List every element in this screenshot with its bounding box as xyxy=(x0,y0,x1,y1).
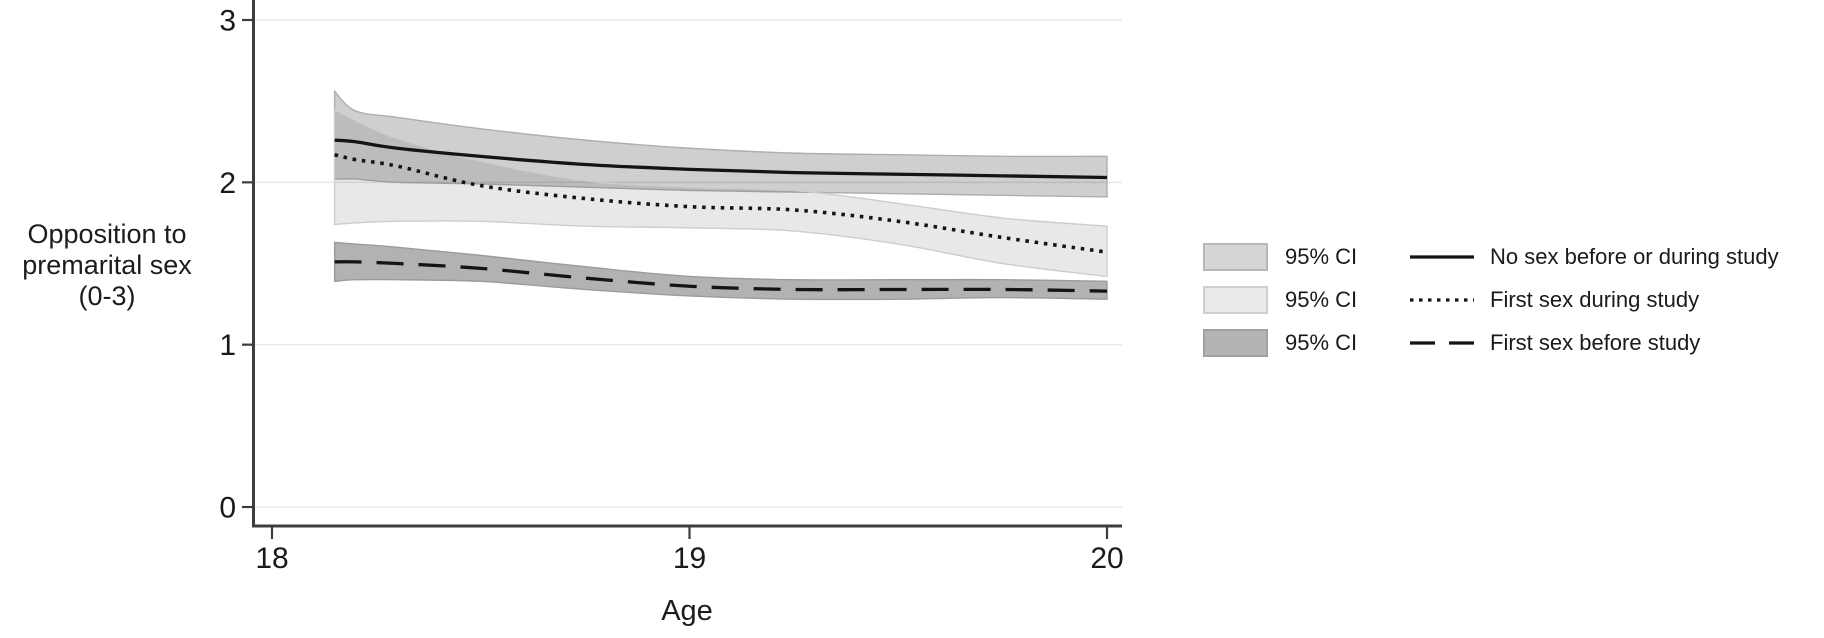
ci-label: 95% CI xyxy=(1285,330,1358,355)
y-axis-title-line: (0-3) xyxy=(78,281,136,311)
y-tick-label: 0 xyxy=(219,492,236,525)
ci-label: 95% CI xyxy=(1285,244,1358,269)
legend-series-label: First sex during study xyxy=(1490,287,1700,312)
y-tick-label: 1 xyxy=(219,329,236,362)
legend-row: 95% CI First sex before study xyxy=(1203,329,1779,357)
legend: 95% CI No sex before or during study 95%… xyxy=(1203,243,1779,372)
legend-row: 95% CI No sex before or during study xyxy=(1203,243,1779,271)
y-axis-title-line: Opposition to xyxy=(27,219,187,249)
legend-line-sample xyxy=(1410,298,1474,302)
legend-series-label: No sex before or during study xyxy=(1490,244,1779,269)
ci-band-swatch xyxy=(1203,243,1268,271)
ci-band xyxy=(333,241,1108,301)
legend-row: 95% CI First sex during study xyxy=(1203,286,1779,314)
series-line xyxy=(334,138,1108,180)
series-line xyxy=(334,152,1108,254)
ci-label: 95% CI xyxy=(1285,287,1358,312)
ci-band-swatch xyxy=(1203,286,1268,314)
y-axis-title-line: premarital sex xyxy=(22,250,192,280)
legend-line-sample xyxy=(1410,255,1474,259)
ci-band xyxy=(333,108,1108,278)
y-axis-title: Opposition to premarital sex (0-3) xyxy=(0,219,214,312)
y-tick-label: 2 xyxy=(219,167,236,200)
y-tick-label: 3 xyxy=(219,5,236,38)
x-axis-title: Age xyxy=(661,595,713,627)
ci-band-swatch xyxy=(1203,329,1268,357)
legend-series-label: First sex before study xyxy=(1490,330,1701,355)
legend-line-sample xyxy=(1410,341,1474,345)
x-tick-label: 20 xyxy=(1090,542,1123,575)
x-tick-label: 19 xyxy=(673,542,706,575)
x-tick-label: 18 xyxy=(255,542,288,575)
series-line xyxy=(334,260,1108,293)
